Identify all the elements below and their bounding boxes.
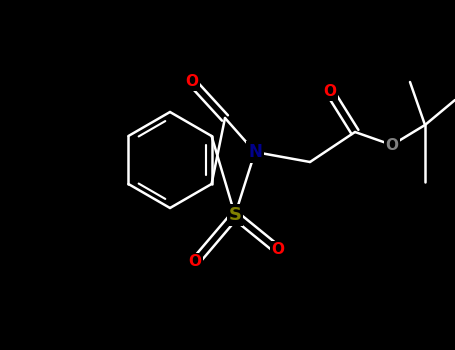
Text: O: O	[385, 138, 399, 153]
Text: S: S	[228, 206, 242, 224]
Text: O: O	[186, 75, 198, 90]
Text: O: O	[324, 84, 337, 99]
Text: O: O	[272, 243, 284, 258]
Text: O: O	[188, 254, 202, 270]
Text: N: N	[248, 143, 262, 161]
